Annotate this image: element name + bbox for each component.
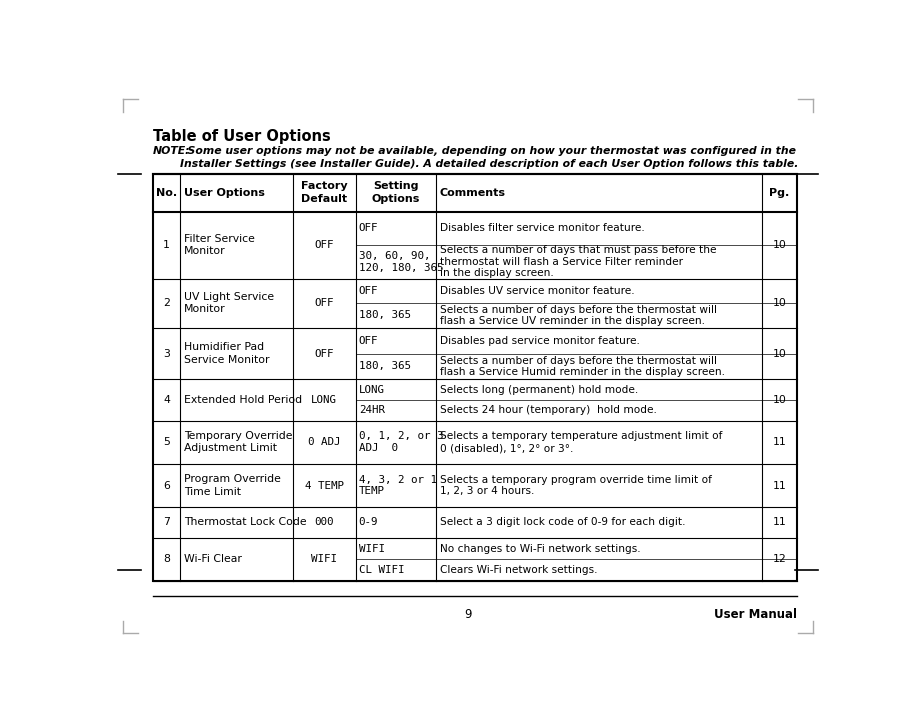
- Text: Humidifier Pad
Service Monitor: Humidifier Pad Service Monitor: [184, 342, 269, 365]
- Text: 11: 11: [772, 437, 786, 447]
- Text: Selects a temporary temperature adjustment limit of
0 (disabled), 1°, 2° or 3°.: Selects a temporary temperature adjustme…: [440, 431, 722, 453]
- Text: 4 TEMP: 4 TEMP: [305, 481, 344, 491]
- Text: 11: 11: [772, 481, 786, 491]
- Text: 3: 3: [163, 349, 170, 359]
- Text: Setting
Options: Setting Options: [372, 181, 420, 204]
- Text: 7: 7: [163, 518, 170, 528]
- Text: WIFI: WIFI: [359, 544, 384, 554]
- Text: 0 ADJ: 0 ADJ: [308, 437, 341, 447]
- Text: 0, 1, 2, or 3
ADJ  0: 0, 1, 2, or 3 ADJ 0: [359, 431, 443, 453]
- Text: Pg.: Pg.: [769, 188, 790, 197]
- Text: Some user options may not be available, depending on how your thermostat was con: Some user options may not be available, …: [180, 146, 798, 169]
- Text: LONG: LONG: [359, 385, 384, 394]
- Text: Thermostat Lock Code: Thermostat Lock Code: [184, 518, 306, 528]
- Text: 180, 365: 180, 365: [359, 310, 411, 320]
- Text: Comments: Comments: [440, 188, 506, 197]
- Text: 24HR: 24HR: [359, 405, 384, 415]
- Text: 9: 9: [464, 608, 472, 621]
- Text: OFF: OFF: [315, 349, 334, 359]
- Text: OFF: OFF: [315, 298, 334, 308]
- Text: Filter Service
Monitor: Filter Service Monitor: [184, 234, 255, 256]
- Text: 10: 10: [772, 298, 786, 308]
- Text: 0-9: 0-9: [359, 518, 378, 528]
- Text: Select a 3 digit lock code of 0-9 for each digit.: Select a 3 digit lock code of 0-9 for ea…: [440, 518, 686, 528]
- Text: No.: No.: [156, 188, 177, 197]
- Text: Temporary Override
Adjustment Limit: Temporary Override Adjustment Limit: [184, 431, 292, 453]
- Text: OFF: OFF: [359, 286, 378, 296]
- Text: Disables pad service monitor feature.: Disables pad service monitor feature.: [440, 336, 640, 346]
- Text: LONG: LONG: [311, 395, 337, 405]
- Text: 11: 11: [772, 518, 786, 528]
- Text: 4: 4: [163, 395, 170, 405]
- Text: Table of User Options: Table of User Options: [153, 129, 331, 144]
- Text: 180, 365: 180, 365: [359, 362, 411, 371]
- Text: Wi-Fi Clear: Wi-Fi Clear: [184, 555, 242, 564]
- Text: OFF: OFF: [359, 223, 378, 233]
- Text: 4, 3, 2 or 1
TEMP: 4, 3, 2 or 1 TEMP: [359, 475, 436, 497]
- Text: Selects a number of days before the thermostat will
flash a Service Humid remind: Selects a number of days before the ther…: [440, 356, 725, 377]
- Text: No changes to Wi-Fi network settings.: No changes to Wi-Fi network settings.: [440, 544, 641, 554]
- Text: User Options: User Options: [184, 188, 265, 197]
- Text: User Manual: User Manual: [714, 608, 797, 621]
- Text: Selects a number of days that must pass before the
thermostat will flash a Servi: Selects a number of days that must pass …: [440, 245, 717, 278]
- Text: NOTE:: NOTE:: [153, 146, 191, 156]
- Text: 12: 12: [772, 555, 786, 564]
- Text: Disables filter service monitor feature.: Disables filter service monitor feature.: [440, 223, 645, 233]
- Text: UV Light Service
Monitor: UV Light Service Monitor: [184, 292, 274, 315]
- Text: Program Override
Time Limit: Program Override Time Limit: [184, 474, 280, 497]
- Text: 5: 5: [163, 437, 170, 447]
- Text: 2: 2: [163, 298, 170, 308]
- Text: 8: 8: [163, 555, 170, 564]
- Text: 30, 60, 90,
120, 180, 365: 30, 60, 90, 120, 180, 365: [359, 251, 443, 273]
- Text: Selects 24 hour (temporary)  hold mode.: Selects 24 hour (temporary) hold mode.: [440, 405, 656, 415]
- Text: Extended Hold Period: Extended Hold Period: [184, 395, 302, 405]
- Text: OFF: OFF: [359, 336, 378, 346]
- Text: 10: 10: [772, 240, 786, 250]
- Text: Selects a number of days before the thermostat will
flash a Service UV reminder : Selects a number of days before the ther…: [440, 304, 717, 326]
- Text: Selects a temporary program override time limit of
1, 2, 3 or 4 hours.: Selects a temporary program override tim…: [440, 475, 712, 497]
- Text: 6: 6: [163, 481, 170, 491]
- Bar: [153, 173, 797, 581]
- Text: OFF: OFF: [315, 240, 334, 250]
- Text: 10: 10: [772, 349, 786, 359]
- Text: CL WIFI: CL WIFI: [359, 566, 404, 575]
- Text: Clears Wi-Fi network settings.: Clears Wi-Fi network settings.: [440, 566, 597, 575]
- Text: WIFI: WIFI: [311, 555, 337, 564]
- Text: Disables UV service monitor feature.: Disables UV service monitor feature.: [440, 286, 635, 296]
- Text: 000: 000: [315, 518, 334, 528]
- Text: Factory
Default: Factory Default: [301, 181, 348, 204]
- Text: 1: 1: [163, 240, 170, 250]
- Text: Selects long (permanent) hold mode.: Selects long (permanent) hold mode.: [440, 385, 638, 394]
- Text: 10: 10: [772, 395, 786, 405]
